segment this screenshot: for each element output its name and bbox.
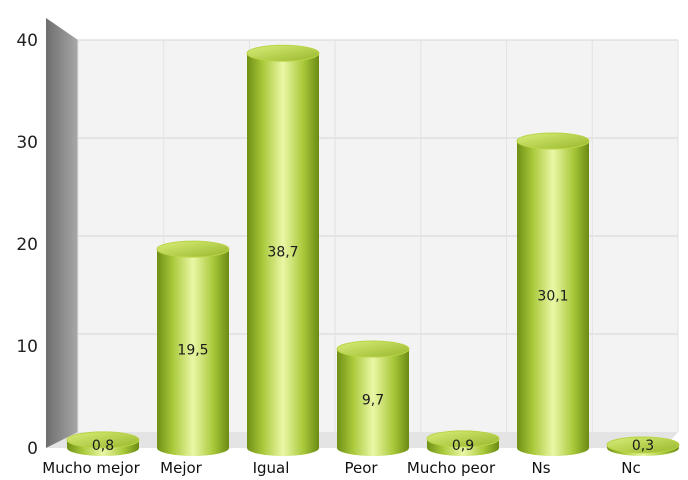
bar-body: [247, 53, 319, 448]
y-tick-label: 10: [16, 337, 38, 357]
bar: 19,5: [156, 240, 230, 456]
data-label: 0,8: [92, 438, 114, 454]
bars: 0,8 19,5 38,7 9,7 0,9 30,1 0,3: [66, 44, 680, 456]
side-wall: [46, 18, 78, 448]
y-tick-label: 30: [16, 133, 38, 153]
x-tick-label: Mucho mejor: [42, 459, 140, 477]
y-axis: 0 10 20 30 40: [16, 31, 38, 459]
bar-top: [246, 44, 320, 62]
data-label: 38,7: [267, 245, 298, 261]
bar-base: [517, 440, 589, 456]
bar-top: [516, 132, 590, 150]
x-tick-label: Ns: [531, 459, 550, 477]
y-tick-label: 40: [16, 31, 38, 51]
bar-top: [426, 430, 500, 448]
bar-top: [66, 431, 140, 449]
x-tick-label: Peor: [344, 459, 378, 477]
bar-base: [337, 440, 409, 456]
bar-base: [157, 440, 229, 456]
data-label: 30,1: [537, 288, 568, 304]
data-label: 0,9: [452, 438, 474, 454]
data-label: 0,3: [632, 438, 654, 454]
bar: 0,9: [426, 430, 500, 456]
x-tick-label: Nc: [621, 459, 640, 477]
bar-body: [157, 249, 229, 448]
bar: 0,8: [66, 431, 140, 456]
bar-base: [247, 440, 319, 456]
bar: 9,7: [336, 340, 410, 456]
bar: 30,1: [516, 132, 590, 456]
bar: 38,7: [246, 44, 320, 456]
data-label: 9,7: [362, 393, 384, 409]
bar-top: [606, 436, 680, 454]
data-label: 19,5: [177, 343, 208, 359]
x-axis: Mucho mejor Mejor Igual Peor Mucho peor Ns Nc: [42, 459, 640, 477]
x-tick-label: Igual: [253, 459, 290, 477]
bar: 0,3: [606, 436, 680, 456]
y-tick-label: 20: [16, 235, 38, 255]
x-tick-label: Mejor: [160, 459, 203, 477]
bar-top: [336, 340, 410, 358]
y-tick-label: 0: [27, 439, 38, 459]
bar-top: [156, 240, 230, 258]
bar-body: [517, 140, 589, 449]
x-tick-label: Mucho peor: [407, 459, 496, 477]
bar-body: [337, 349, 409, 448]
